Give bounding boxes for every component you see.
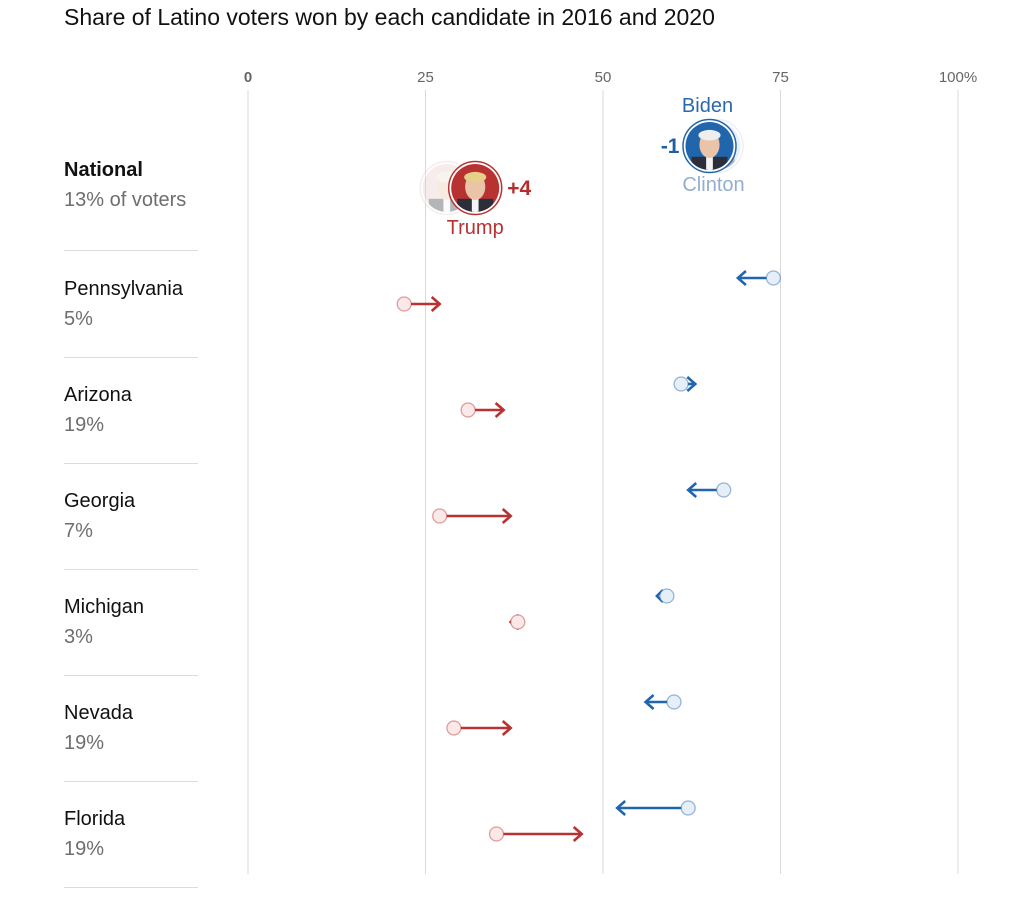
row-divider [64,357,198,358]
rep-2016-dot [396,296,412,312]
row-divider [64,675,198,676]
x-tick-label: 100% [939,69,977,86]
rep-2016-dot [510,614,526,630]
trump-portrait-icon [447,160,503,216]
dem-2016-dot [680,800,696,816]
rep-arrowhead [430,296,442,312]
trump-label: Trump [447,217,504,239]
state-name: Arizona [64,384,132,406]
dem-2016-dot [673,376,689,392]
row-divider [64,463,198,464]
dem-arrowhead [655,589,664,603]
rep-arrowhead [501,508,513,524]
dem-2016-dot [765,270,782,286]
state-share: 19% [64,732,105,754]
rep-arrowhead [494,402,506,418]
national-share: 13% of voters [64,189,187,211]
rep-change-label: +4 [507,177,531,200]
state-share: 19% [64,414,105,436]
state-share: 19% [64,838,105,860]
dem-2016-dot [666,694,682,710]
x-tick-label: 0 [244,69,252,86]
dem-arrowhead [615,800,627,816]
state-name: Michigan [64,596,145,618]
national-name: National [64,159,143,181]
biden-label: Biden [682,95,733,117]
rep-2016-dot [460,402,476,418]
rep-arrowhead [501,720,513,736]
row-divider [64,781,198,782]
dem-arrowhead [686,376,698,392]
rep-2016-dot [446,720,462,736]
x-tick-label: 75 [772,69,789,86]
dem-2016-dot [716,482,732,498]
state-name: Georgia [64,490,136,512]
dem-2016-dot [659,588,675,604]
rep-2016-dot [432,508,448,524]
dem-arrowhead [735,270,747,286]
state-share: 3% [64,626,93,648]
x-tick-label: 50 [595,69,612,86]
dem-change-label: -1 [661,135,680,158]
row-divider [64,250,198,251]
biden-portrait-icon [682,118,737,174]
state-share: 7% [64,520,93,542]
state-name: Nevada [64,702,133,724]
clinton-label: Clinton [682,174,744,196]
x-tick-label: 25 [417,69,434,86]
row-divider [64,887,198,888]
state-share: 5% [64,308,93,330]
rep-arrowhead [572,826,584,842]
dem-arrowhead [643,694,655,710]
state-name: Florida [64,808,126,830]
rep-2016-dot [488,826,505,842]
state-name: Pennsylvania [64,278,183,300]
dem-arrowhead [686,482,698,498]
chart-title: Share of Latino voters won by each candi… [64,4,715,30]
row-divider [64,569,198,570]
